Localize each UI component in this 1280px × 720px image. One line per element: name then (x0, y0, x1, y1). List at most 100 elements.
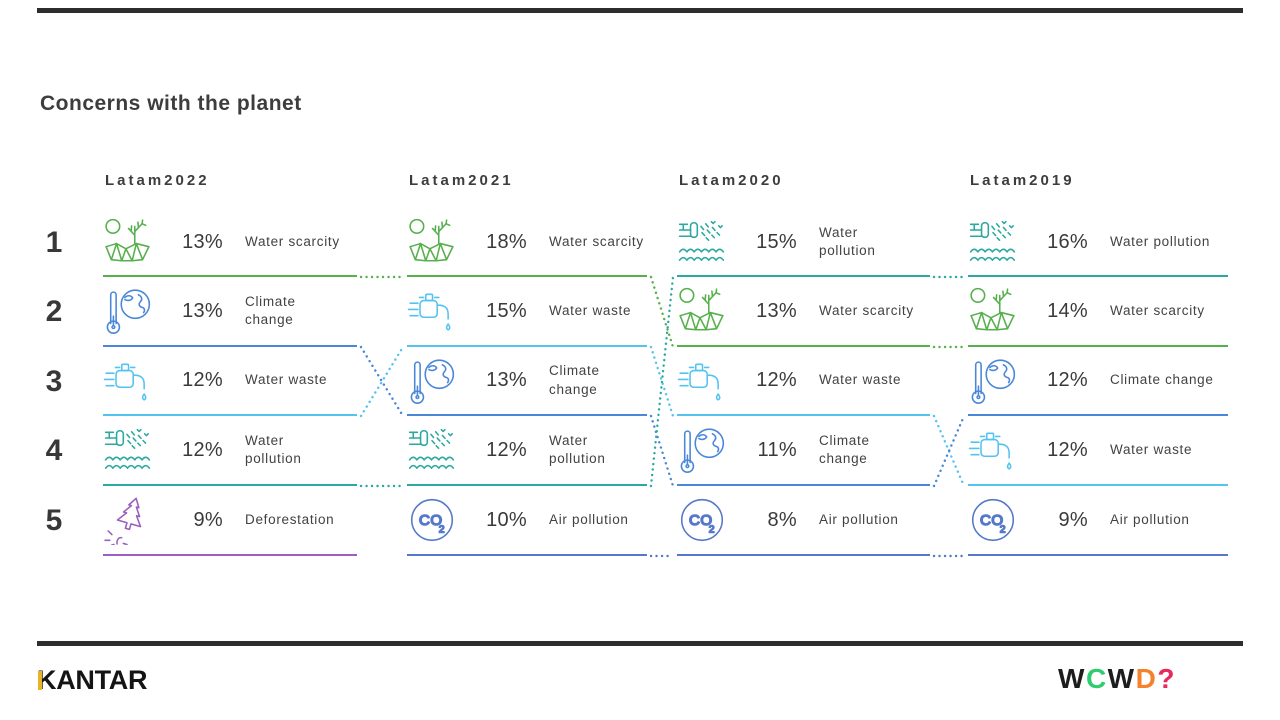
concern-percentage: 16% (1047, 230, 1088, 253)
transition-dotted-line (649, 414, 675, 488)
climate-change-icon (103, 286, 153, 336)
water-scarcity-icon (103, 217, 153, 267)
water-scarcity-icon (407, 217, 457, 267)
concern-cell-latam2019-rank1: 16% Water pollution (968, 209, 1228, 277)
concern-label: Water scarcity (245, 233, 340, 249)
concern-cell-latam2020-rank2: 13% Water scarcity (677, 277, 930, 347)
concern-percentage: 12% (182, 438, 223, 461)
concern-label: Air pollution (549, 511, 629, 527)
air-pollution-icon (407, 495, 457, 545)
concern-percentage: 12% (182, 369, 223, 391)
concern-percentage: 10% (486, 508, 527, 531)
concern-label: Water waste (1110, 441, 1193, 457)
transition-dotted-line (932, 414, 966, 488)
kantar-logo-text: KANTAR (37, 665, 148, 695)
kantar-logo: KANTAR (37, 666, 147, 694)
rank-number-3: 3 (45, 365, 63, 398)
concern-cell-latam2019-rank3: 12% Climate change (968, 347, 1228, 416)
wcwd-logo: WCWD? (1058, 664, 1176, 694)
rank-number-4: 4 (45, 434, 63, 467)
concern-cell-latam2022-rank4: 12% Water pollution (103, 416, 357, 486)
concern-cell-latam2019-rank4: 12% Water waste (968, 416, 1228, 486)
concern-label: Deforestation (245, 511, 335, 527)
water-waste-icon (407, 286, 457, 336)
concern-percentage: 15% (756, 230, 797, 253)
concern-percentage: 13% (182, 299, 223, 322)
top-accent-bar (37, 8, 1243, 13)
transition-dotted-line (649, 345, 675, 418)
concern-percentage: 13% (182, 230, 223, 253)
concern-cell-latam2022-rank3: 12% Water waste (103, 347, 357, 416)
concern-label: Climate change (245, 293, 296, 327)
concern-label: Water pollution (819, 224, 876, 258)
climate-change-icon (968, 356, 1018, 406)
transition-dotted-line (649, 275, 675, 488)
transition-dotted-line (649, 275, 675, 349)
concern-label: Water waste (245, 372, 328, 388)
concern-percentage: 14% (1047, 299, 1088, 322)
water-pollution-icon (407, 425, 457, 475)
concern-label: Water scarcity (819, 302, 914, 318)
deforestation-icon (103, 495, 153, 545)
concern-cell-latam2021-rank2: 15% Water waste (407, 277, 647, 347)
concern-label: Water scarcity (549, 233, 644, 249)
water-waste-icon (677, 356, 727, 406)
air-pollution-icon (968, 495, 1018, 545)
column-header-latam2022: Latam2022 (105, 172, 210, 189)
concern-label: Water pollution (1110, 233, 1211, 249)
concern-percentage: 9% (1058, 508, 1088, 531)
concern-percentage: 12% (1047, 369, 1088, 391)
concern-cell-latam2020-rank1: 15% Water pollution (677, 209, 930, 277)
concern-cell-latam2020-rank5: 8% Air pollution (677, 486, 930, 556)
concern-cell-latam2020-rank3: 12% Water waste (677, 347, 930, 416)
concern-label: Climate change (549, 363, 600, 397)
concern-label: Climate change (1110, 372, 1214, 388)
concern-label: Water waste (819, 372, 902, 388)
rank-number-5: 5 (45, 504, 63, 537)
concern-cell-latam2021-rank5: 10% Air pollution (407, 486, 647, 556)
concern-label: Water pollution (245, 432, 302, 466)
water-scarcity-icon (968, 286, 1018, 336)
wcwd-letter: C (1085, 663, 1108, 694)
concern-percentage: 13% (486, 369, 527, 391)
bottom-accent-bar (37, 641, 1243, 646)
concern-cell-latam2022-rank2: 13% Climate change (103, 277, 357, 347)
concern-cell-latam2019-rank2: 14% Water scarcity (968, 277, 1228, 347)
concern-percentage: 12% (756, 369, 797, 391)
wcwd-letter: ? (1157, 663, 1176, 694)
concern-label: Water scarcity (1110, 302, 1205, 318)
concern-cell-latam2019-rank5: 9% Air pollution (968, 486, 1228, 556)
concern-percentage: 12% (486, 438, 527, 461)
rank-number-2: 2 (45, 295, 63, 328)
rank-number-1: 1 (45, 226, 63, 259)
concern-percentage: 9% (193, 508, 223, 531)
concern-label: Water pollution (549, 432, 606, 466)
concern-cell-latam2021-rank1: 18% Water scarcity (407, 209, 647, 277)
concern-percentage: 13% (756, 299, 797, 322)
water-scarcity-icon (677, 286, 727, 336)
concern-label: Climate change (819, 432, 870, 466)
water-waste-icon (968, 425, 1018, 475)
concern-cell-latam2021-rank4: 12% Water pollution (407, 416, 647, 486)
water-pollution-icon (968, 217, 1018, 267)
climate-change-icon (407, 356, 457, 406)
column-header-latam2019: Latam2019 (970, 172, 1075, 189)
concern-label: Air pollution (819, 511, 899, 527)
transition-dotted-line (359, 345, 405, 418)
concern-cell-latam2020-rank4: 11% Climate change (677, 416, 930, 486)
concern-percentage: 11% (757, 438, 797, 461)
concern-percentage: 15% (486, 299, 527, 322)
kantar-k-accent (37, 670, 42, 690)
concern-cell-latam2022-rank1: 13% Water scarcity (103, 209, 357, 277)
concern-cell-latam2021-rank3: 13% Climate change (407, 347, 647, 416)
concern-percentage: 18% (486, 230, 527, 253)
concern-percentage: 12% (1047, 438, 1088, 461)
wcwd-letter: D (1135, 663, 1158, 694)
air-pollution-icon (677, 495, 727, 545)
concern-percentage: 8% (767, 508, 797, 531)
wcwd-letter: W (1058, 663, 1086, 694)
concern-label: Water waste (549, 302, 632, 318)
column-header-latam2020: Latam2020 (679, 172, 784, 189)
transition-dotted-line (932, 414, 966, 488)
